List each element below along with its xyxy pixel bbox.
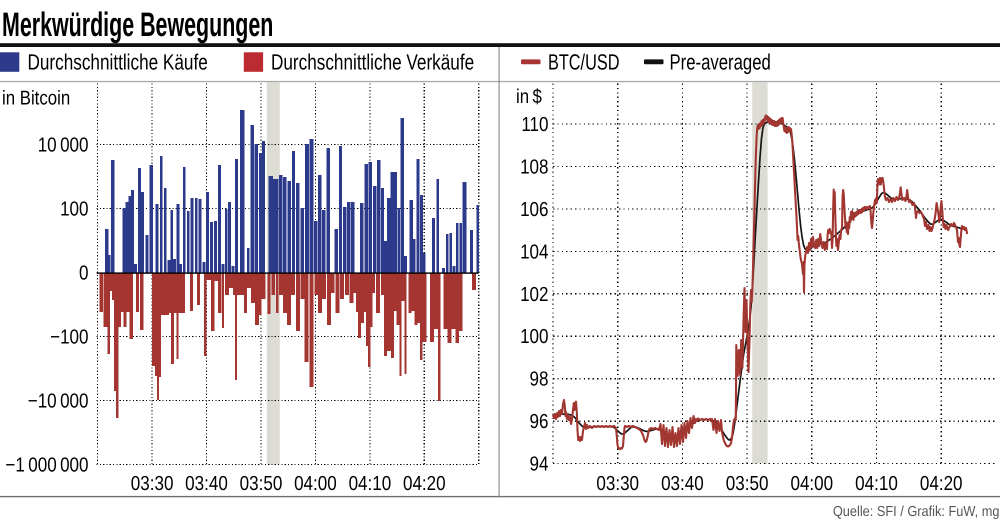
svg-text:04:00: 04:00 [294, 473, 337, 495]
svg-text:04:20: 04:20 [403, 473, 446, 495]
svg-text:04:00: 04:00 [790, 473, 833, 495]
svg-text:03:50: 03:50 [240, 473, 283, 495]
svg-text:−1 000 000: −1 000 000 [5, 455, 88, 477]
svg-text:in Bitcoin: in Bitcoin [2, 88, 70, 110]
svg-text:10 000: 10 000 [38, 135, 89, 157]
svg-text:03:50: 03:50 [726, 473, 769, 495]
svg-text:Durchschnittliche Verkäufe: Durchschnittliche Verkäufe [271, 50, 474, 75]
svg-text:106: 106 [520, 199, 548, 221]
svg-text:110: 110 [521, 114, 548, 136]
svg-text:03:40: 03:40 [185, 473, 228, 495]
svg-text:03:30: 03:30 [131, 473, 174, 495]
svg-text:03:40: 03:40 [661, 473, 704, 495]
svg-text:108: 108 [520, 156, 548, 178]
svg-text:100: 100 [520, 326, 548, 348]
svg-text:−100: −100 [50, 327, 88, 349]
svg-text:04:10: 04:10 [855, 473, 898, 495]
svg-text:0: 0 [79, 263, 88, 285]
svg-text:Durchschnittliche Käufe: Durchschnittliche Käufe [28, 50, 208, 75]
svg-text:94: 94 [530, 454, 549, 476]
svg-text:Merkwürdige Bewegungen: Merkwürdige Bewegungen [2, 6, 273, 44]
svg-text:03:30: 03:30 [596, 473, 639, 495]
svg-text:104: 104 [520, 241, 548, 263]
svg-text:−10 000: −10 000 [28, 391, 89, 413]
svg-text:04:20: 04:20 [920, 473, 963, 495]
svg-text:04:10: 04:10 [349, 473, 392, 495]
svg-text:BTC/USD: BTC/USD [548, 50, 619, 75]
svg-text:98: 98 [530, 369, 549, 391]
svg-text:100: 100 [60, 199, 88, 221]
svg-text:Pre-averaged: Pre-averaged [670, 50, 771, 75]
svg-text:102: 102 [520, 284, 548, 306]
svg-text:in $: in $ [516, 86, 542, 108]
svg-text:Quelle: SFI / Grafik: FuW, mg: Quelle: SFI / Grafik: FuW, mg [833, 504, 1000, 520]
svg-text:96: 96 [530, 411, 549, 433]
